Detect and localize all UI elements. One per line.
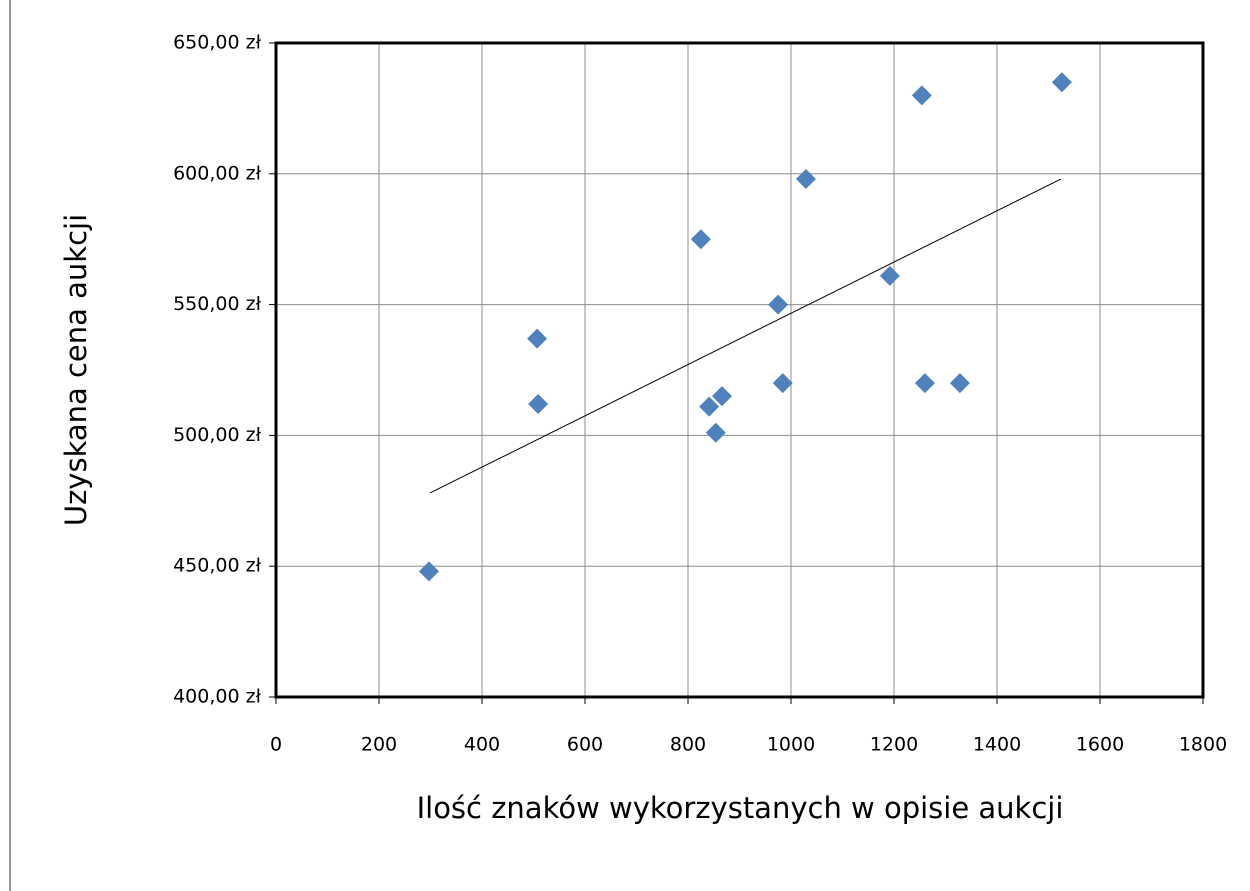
point — [879, 265, 900, 286]
point — [1051, 72, 1072, 93]
point — [768, 294, 789, 315]
x-tick-label: 1800 — [1179, 734, 1227, 756]
point — [795, 169, 816, 190]
y-tick-label: 500,00 zł — [173, 424, 261, 446]
x-tick-label: 1000 — [767, 734, 815, 756]
point — [528, 394, 549, 415]
point — [914, 373, 935, 394]
point — [911, 85, 932, 106]
point — [772, 373, 793, 394]
point — [705, 422, 726, 443]
point — [527, 328, 548, 349]
point — [711, 386, 732, 407]
y-tick-label: 450,00 zł — [173, 555, 261, 577]
x-tick-label: 1400 — [973, 734, 1021, 756]
point — [699, 396, 720, 417]
y-axis-label: Uzyskana cena aukcji — [59, 214, 93, 526]
trendline — [429, 178, 1062, 494]
y-tick-label: 400,00 zł — [173, 686, 261, 708]
y-tick-label: 550,00 zł — [173, 293, 261, 315]
point — [690, 229, 711, 250]
point — [418, 561, 439, 582]
x-tick-label: 1600 — [1076, 734, 1124, 756]
x-tick-label: 0 — [270, 734, 282, 756]
x-tick-label: 1200 — [870, 734, 918, 756]
x-tick-label: 600 — [567, 734, 603, 756]
plot-border — [274, 41, 1205, 699]
x-tick-label: 400 — [464, 734, 500, 756]
point — [949, 373, 970, 394]
y-tick-label: 650,00 zł — [173, 32, 261, 54]
x-tick-label: 800 — [670, 734, 706, 756]
x-tick-label: 200 — [361, 734, 397, 756]
x-axis-label: Ilość znaków wykorzystanych w opisie auk… — [417, 791, 1064, 825]
y-tick-label: 600,00 zł — [173, 162, 261, 184]
